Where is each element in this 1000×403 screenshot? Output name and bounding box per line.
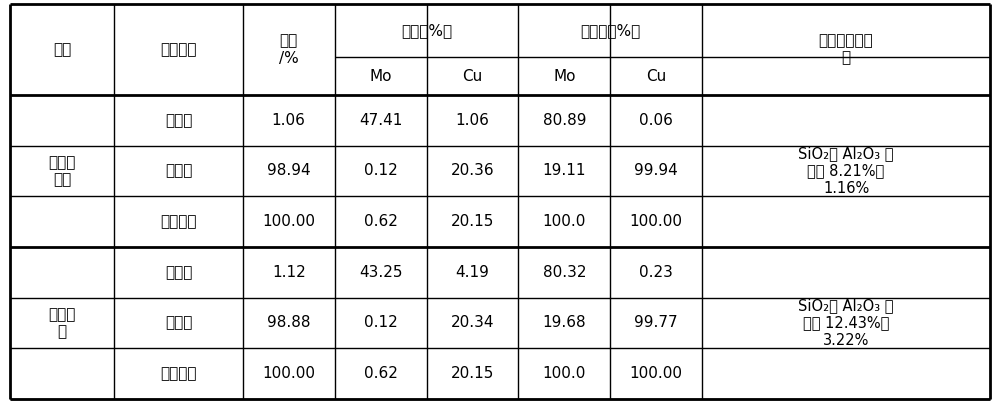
Text: 0.12: 0.12	[364, 316, 397, 330]
Text: 0.06: 0.06	[639, 113, 673, 128]
Text: 80.32: 80.32	[543, 265, 586, 280]
Text: 20.15: 20.15	[451, 366, 494, 381]
Text: 0.12: 0.12	[364, 163, 397, 179]
Text: Mo: Mo	[553, 69, 576, 83]
Text: 100.00: 100.00	[630, 366, 683, 381]
Text: 0.62: 0.62	[364, 366, 398, 381]
Text: 4.19: 4.19	[456, 265, 489, 280]
Text: 100.00: 100.00	[630, 214, 683, 229]
Text: 回收率（%）: 回收率（%）	[580, 23, 640, 38]
Text: 100.0: 100.0	[543, 366, 586, 381]
Text: 20.36: 20.36	[451, 163, 494, 179]
Text: 馒精矿: 馒精矿	[165, 265, 192, 280]
Text: 0.23: 0.23	[639, 265, 673, 280]
Text: SiO₂、 Al₂O₃ 分
别为 8.21%、
1.16%: SiO₂、 Al₂O₃ 分 别为 8.21%、 1.16%	[798, 146, 894, 196]
Text: 20.15: 20.15	[451, 214, 494, 229]
Text: 100.00: 100.00	[262, 366, 315, 381]
Text: 99.94: 99.94	[634, 163, 678, 179]
Text: 1.12: 1.12	[272, 265, 306, 280]
Text: 产品名称: 产品名称	[160, 42, 197, 57]
Text: 0.62: 0.62	[364, 214, 398, 229]
Text: 1.06: 1.06	[456, 113, 489, 128]
Text: 铜馒混合: 铜馒混合	[160, 366, 197, 381]
Text: 铜精矿: 铜精矿	[165, 163, 192, 179]
Text: 馒精矿杂质含
量: 馒精矿杂质含 量	[819, 33, 873, 66]
Text: Mo: Mo	[369, 69, 392, 83]
Text: 100.00: 100.00	[262, 214, 315, 229]
Text: 20.34: 20.34	[451, 316, 494, 330]
Text: Cu: Cu	[462, 69, 483, 83]
Text: 80.89: 80.89	[543, 113, 586, 128]
Text: 98.94: 98.94	[267, 163, 310, 179]
Text: 铜精矿: 铜精矿	[165, 316, 192, 330]
Text: 品位（%）: 品位（%）	[401, 23, 452, 38]
Text: 98.88: 98.88	[267, 316, 310, 330]
Text: 43.25: 43.25	[359, 265, 402, 280]
Text: 19.68: 19.68	[542, 316, 586, 330]
Text: 产率
/%: 产率 /%	[279, 33, 299, 66]
Text: 100.0: 100.0	[543, 214, 586, 229]
Text: SiO₂、 Al₂O₃ 分
别为 12.43%、
3.22%: SiO₂、 Al₂O₃ 分 别为 12.43%、 3.22%	[798, 298, 894, 348]
Text: 本发明
工艺: 本发明 工艺	[48, 155, 76, 187]
Text: 铜馒混合: 铜馒混合	[160, 214, 197, 229]
Text: 19.11: 19.11	[543, 163, 586, 179]
Text: 47.41: 47.41	[359, 113, 402, 128]
Text: 常规工
艺: 常规工 艺	[48, 307, 76, 339]
Text: 工艺: 工艺	[53, 42, 71, 57]
Text: 99.77: 99.77	[634, 316, 678, 330]
Text: Cu: Cu	[646, 69, 666, 83]
Text: 1.06: 1.06	[272, 113, 306, 128]
Text: 馒精矿: 馒精矿	[165, 113, 192, 128]
